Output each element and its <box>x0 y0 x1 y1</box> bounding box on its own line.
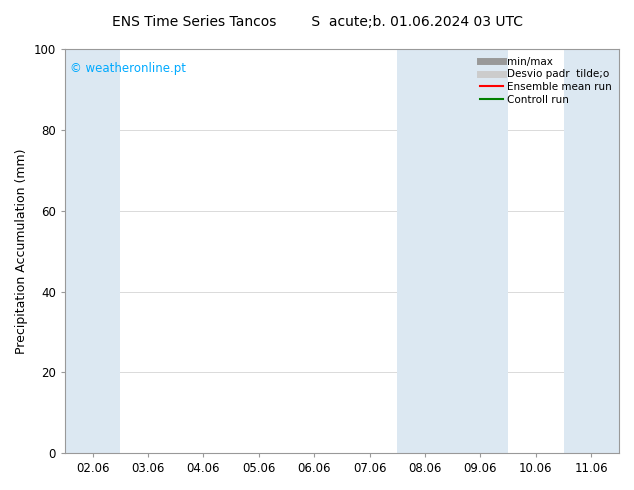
Bar <box>398 49 453 453</box>
Text: © weatheronline.pt: © weatheronline.pt <box>70 62 186 74</box>
Legend: min/max, Desvio padr  tilde;o, Ensemble mean run, Controll run: min/max, Desvio padr tilde;o, Ensemble m… <box>478 54 614 107</box>
Bar <box>65 49 120 453</box>
Bar <box>564 49 619 453</box>
Text: ENS Time Series Tancos        S  acute;b. 01.06.2024 03 UTC: ENS Time Series Tancos S acute;b. 01.06.… <box>112 15 522 29</box>
Y-axis label: Precipitation Accumulation (mm): Precipitation Accumulation (mm) <box>15 148 28 354</box>
Bar <box>453 49 508 453</box>
